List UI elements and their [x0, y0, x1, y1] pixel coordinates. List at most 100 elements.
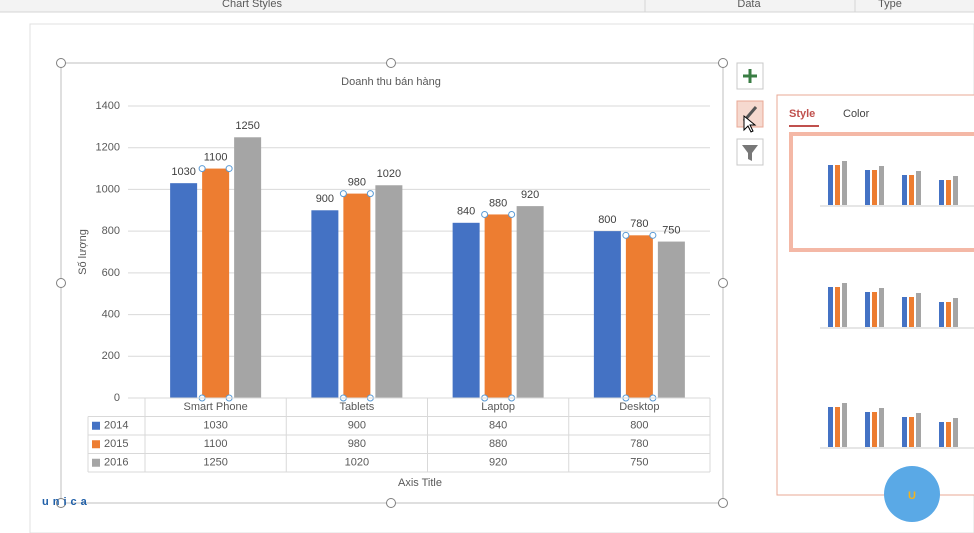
chart-buttons: [736, 62, 764, 166]
thumb-bar: [828, 165, 833, 205]
thumb-bar: [946, 302, 951, 327]
legend-key: [92, 440, 100, 449]
y-tick-label: 800: [102, 225, 120, 237]
thumb-bar: [953, 176, 958, 205]
thumb-bar: [953, 298, 958, 327]
thumb-bar: [872, 412, 877, 447]
ribbon-group: Data: [737, 0, 761, 10]
table-cell: 800: [630, 420, 648, 432]
y-tick-label: 1200: [96, 142, 120, 154]
thumb-bar: [842, 283, 847, 327]
thumb-bar: [835, 407, 840, 447]
style-panel: Style Color: [776, 94, 974, 496]
brand-logo: unica: [42, 496, 91, 508]
thumb-bar: [865, 292, 870, 327]
thumb-bar: [946, 180, 951, 205]
series-handle: [622, 231, 630, 239]
table-cell: 780: [630, 438, 648, 450]
data-label: 750: [662, 224, 680, 236]
table-cell: 1250: [203, 457, 227, 469]
thumb-bar: [909, 417, 914, 447]
series-handle: [225, 165, 233, 173]
thumb-bar: [865, 412, 870, 447]
cursor: [743, 114, 757, 133]
legend-label: 2015: [104, 438, 128, 450]
thumb-bar: [872, 292, 877, 327]
data-label: 800: [598, 214, 616, 226]
x-tick-label: Laptop: [481, 401, 515, 413]
thumb-bar: [916, 171, 921, 205]
ribbon-group: Type: [878, 0, 902, 10]
y-tick-label: 1000: [96, 183, 120, 195]
bar: [452, 222, 480, 398]
x-tick-label: Desktop: [619, 401, 659, 413]
thumb-bar: [828, 407, 833, 447]
series-handle: [339, 190, 347, 198]
bar: [516, 206, 544, 398]
ribbon-group: Chart Styles: [222, 0, 282, 10]
thumb-bar: [879, 288, 884, 327]
thumb-bar: [939, 422, 944, 447]
bar: [311, 210, 339, 398]
table-cell: 900: [348, 420, 366, 432]
table-cell: 980: [348, 438, 366, 450]
legend-key: [92, 421, 100, 430]
data-label: 1020: [377, 168, 401, 180]
badge: [884, 466, 940, 522]
thumb-bar: [835, 287, 840, 327]
series-handle: [508, 210, 516, 218]
data-label: 1100: [204, 151, 228, 163]
thumb-bar: [916, 293, 921, 327]
thumb-bar: [835, 165, 840, 205]
thumb-bar: [842, 161, 847, 205]
thumb-bar: [879, 166, 884, 205]
ribbon: [0, 0, 974, 12]
series-handle: [481, 210, 489, 218]
legend-key: [92, 458, 100, 467]
y-tick-label: 400: [102, 308, 120, 320]
data-label: 1030: [171, 166, 195, 178]
badge-letter: U: [908, 490, 916, 502]
series-handle: [198, 165, 206, 173]
thumb-bar: [916, 413, 921, 447]
thumb-bar: [902, 417, 907, 447]
bar: [484, 214, 512, 398]
thumb-bar: [909, 175, 914, 205]
thumb-bar: [902, 175, 907, 205]
thumb-bar: [879, 408, 884, 447]
bar: [375, 185, 403, 398]
legend-label: 2014: [104, 420, 128, 432]
bar: [202, 168, 230, 398]
legend-label: 2016: [104, 457, 128, 469]
data-label: 900: [316, 193, 334, 205]
series-handle: [366, 190, 374, 198]
thumb-bar: [842, 403, 847, 447]
bar: [657, 241, 685, 398]
selection-handles: [56, 58, 728, 508]
thumb-bar: [909, 297, 914, 327]
y-tick-label: 600: [102, 267, 120, 279]
thumb-bar: [946, 422, 951, 447]
chart-title: Doanh thu bán hàng: [341, 76, 441, 88]
thumb-bar: [865, 170, 870, 205]
table-cell: 1020: [345, 457, 369, 469]
bar: [234, 137, 262, 399]
y-tick-label: 1400: [96, 100, 120, 112]
thumb-bar: [939, 302, 944, 327]
table-cell: 840: [489, 420, 507, 432]
bar: [343, 193, 371, 398]
data-label: 980: [348, 177, 366, 189]
panel-tab[interactable]: Color: [843, 108, 870, 120]
bar: [170, 183, 198, 398]
panel-tab[interactable]: Style: [789, 108, 815, 120]
y-tick-label: 200: [102, 350, 120, 362]
data-label: 840: [457, 206, 475, 218]
data-label: 1250: [235, 120, 259, 132]
data-label: 780: [630, 218, 648, 230]
y-tick-label: 0: [114, 392, 120, 404]
table-cell: 920: [489, 457, 507, 469]
y-axis-title: Số lượng: [77, 229, 89, 275]
data-label: 880: [489, 197, 507, 209]
thumbnail-bars: [820, 161, 974, 449]
